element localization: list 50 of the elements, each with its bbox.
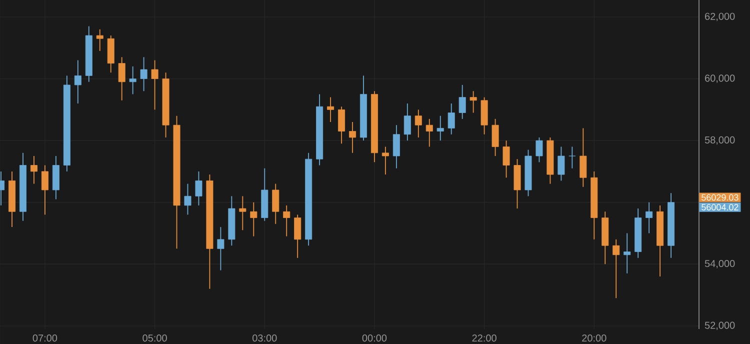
candlestick — [580, 128, 587, 188]
candlestick — [558, 146, 565, 182]
candlestick — [392, 124, 400, 169]
candlestick — [349, 122, 356, 154]
candlestick — [568, 146, 576, 169]
x-tick-label: 22:00 — [472, 334, 496, 342]
candlestick — [426, 118, 433, 148]
candlestick — [612, 238, 620, 299]
candlestick — [327, 96, 334, 122]
candlestick — [96, 28, 104, 52]
x-tick-label: 05:00 — [142, 334, 167, 342]
candlestick — [458, 84, 466, 120]
candlestick — [624, 232, 631, 274]
candlestick — [338, 106, 346, 144]
x-tick-label: 07:00 — [32, 334, 58, 342]
candlestick — [41, 164, 48, 216]
candlestick — [492, 118, 499, 156]
candlestick — [283, 204, 290, 237]
candlestick — [140, 56, 148, 92]
candlestick — [436, 115, 444, 141]
candlestick — [74, 60, 82, 104]
y-tick-label: 52,000 — [704, 322, 735, 330]
candlestick — [502, 140, 510, 178]
x-tick-label: 00:00 — [362, 334, 387, 342]
x-tick-label: 03:00 — [252, 334, 277, 342]
candlestick — [217, 226, 224, 271]
candlestick — [382, 146, 389, 175]
candlestick — [184, 183, 192, 216]
y-tick-label: 60,000 — [705, 74, 735, 83]
y-tick-label: 62,000 — [705, 12, 735, 22]
candlestick — [195, 170, 202, 206]
candlestick — [129, 66, 136, 95]
candlestick — [404, 103, 411, 141]
x-tick-label: 20:00 — [582, 334, 606, 342]
candlestick — [470, 90, 477, 114]
candlestick — [646, 202, 653, 234]
candlestick — [414, 109, 422, 138]
candlestick — [151, 60, 158, 110]
candlestick — [294, 214, 302, 258]
candlestick — [118, 56, 126, 101]
candlestick — [239, 196, 246, 231]
text: 56029.03 — [702, 194, 738, 201]
text: 56004.02 — [702, 204, 738, 210]
candlestick — [448, 103, 455, 135]
candlestick — [250, 202, 258, 237]
candlestick — [272, 183, 280, 224]
candlestick — [30, 156, 38, 184]
y-tick-label: 54,000 — [704, 260, 735, 268]
candlestick — [536, 137, 543, 163]
y-tick-label: 58,000 — [704, 136, 735, 145]
